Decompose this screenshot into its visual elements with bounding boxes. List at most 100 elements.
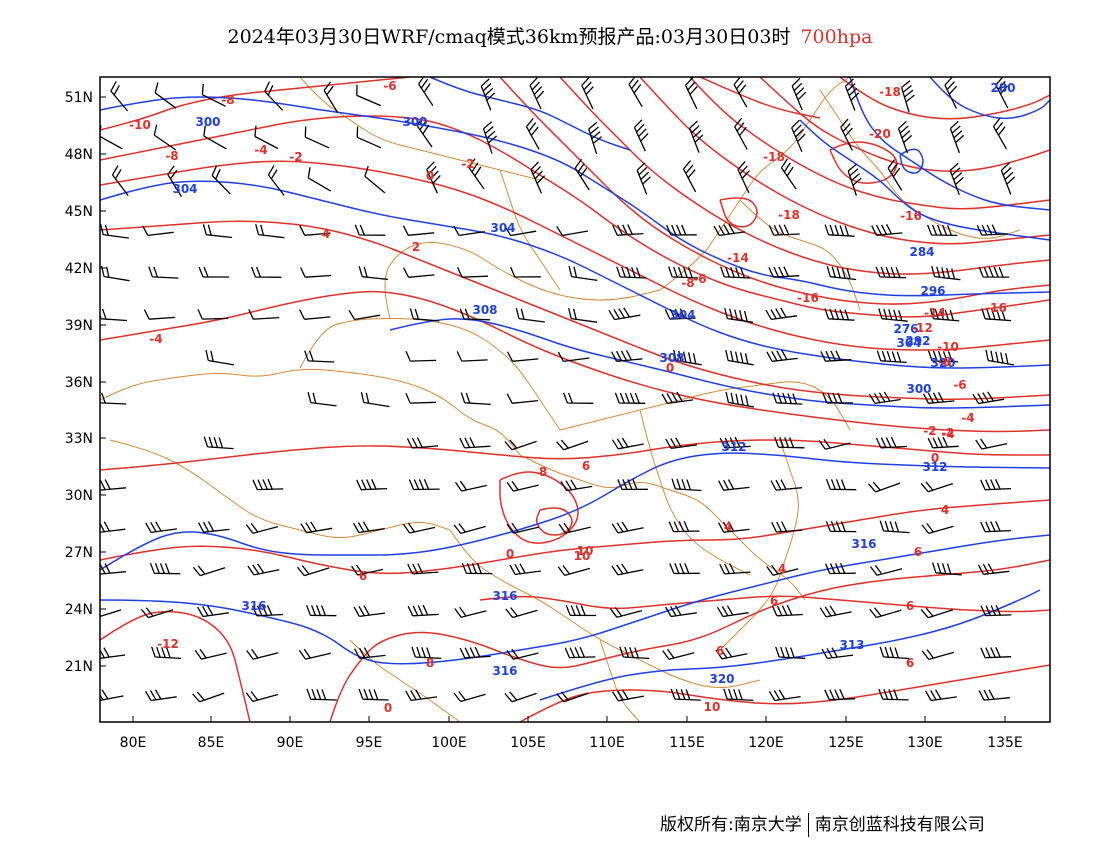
wind-barb bbox=[482, 121, 498, 154]
wind-barb bbox=[143, 309, 176, 320]
temperature-contour-label: -6 bbox=[693, 272, 706, 286]
wind-barb bbox=[509, 563, 542, 576]
wind-barb bbox=[869, 565, 903, 576]
temperature-contour-label: -4 bbox=[254, 143, 267, 157]
wind-barb bbox=[616, 266, 647, 279]
wind-barb bbox=[878, 688, 909, 701]
wind-barb bbox=[568, 307, 598, 323]
wind-barb bbox=[453, 225, 485, 237]
wind-barb bbox=[456, 351, 488, 362]
wind-barb bbox=[619, 646, 650, 660]
wind-barb bbox=[530, 161, 546, 194]
wind-barb bbox=[611, 563, 644, 576]
wind-barb bbox=[562, 392, 594, 404]
height-contour-label: 284 bbox=[909, 245, 934, 259]
temperature-contour-label: 6 bbox=[359, 569, 367, 583]
temperature-contour-label: -4 bbox=[941, 427, 954, 441]
wind-barb bbox=[975, 438, 1008, 450]
wind-barb bbox=[454, 480, 488, 492]
wind-barb bbox=[556, 691, 589, 703]
wind-barb bbox=[771, 604, 803, 617]
boundary-line bbox=[349, 639, 461, 722]
wind-barb bbox=[307, 167, 332, 192]
wind-barb bbox=[977, 563, 1010, 575]
height-contour-label: 320 bbox=[709, 672, 734, 686]
temperature-contour bbox=[100, 160, 1050, 351]
wind-barb bbox=[887, 159, 903, 191]
temperature-contour-label: 8 bbox=[426, 656, 434, 670]
height-contour-label: 300 bbox=[906, 382, 931, 396]
wind-barb bbox=[402, 225, 435, 236]
wind-barb bbox=[612, 224, 644, 236]
wind-barb bbox=[100, 689, 124, 702]
lon-tick-label: 80E bbox=[120, 735, 147, 751]
lat-tick-label: 45N bbox=[65, 204, 93, 220]
wind-barb bbox=[306, 688, 337, 701]
height-contour-label: 313 bbox=[839, 638, 864, 652]
wind-barb bbox=[515, 308, 545, 323]
wind-barb bbox=[774, 436, 805, 449]
wind-barb bbox=[557, 351, 590, 363]
wind-barb bbox=[148, 266, 179, 279]
wind-barb bbox=[110, 81, 129, 112]
wind-barb bbox=[588, 121, 603, 155]
temperature-contour-label: 10 bbox=[577, 544, 594, 558]
wind-barb bbox=[876, 350, 907, 364]
wind-barb bbox=[995, 77, 1009, 109]
temperature-contour-label: -8 bbox=[681, 276, 694, 290]
lat-tick-label: 33N bbox=[65, 431, 93, 447]
wind-barb bbox=[480, 78, 496, 111]
wind-barb bbox=[725, 349, 754, 366]
wind-barb bbox=[407, 563, 439, 575]
wind-barb bbox=[468, 158, 485, 190]
wind-barb bbox=[765, 307, 798, 321]
wind-barb bbox=[768, 224, 800, 236]
wind-barb bbox=[454, 606, 487, 618]
wind-barb bbox=[300, 521, 333, 534]
height-contour bbox=[100, 96, 1050, 297]
lon-tick-label: 130E bbox=[907, 735, 943, 751]
boundary-line bbox=[739, 199, 861, 311]
wind-barb bbox=[405, 689, 437, 702]
wind-barb bbox=[719, 436, 751, 449]
wind-barb bbox=[100, 308, 127, 322]
wind-barb bbox=[245, 691, 279, 703]
temperature-contour-label: -10 bbox=[129, 118, 151, 132]
temperature-contour-label: 6 bbox=[716, 644, 724, 658]
wind-barb bbox=[869, 607, 902, 619]
wind-barb bbox=[612, 689, 645, 702]
wind-barb bbox=[461, 563, 493, 575]
wind-barb bbox=[920, 607, 954, 619]
height-contour bbox=[799, 119, 1050, 241]
temperature-contour-label: 6 bbox=[770, 594, 778, 608]
wind-barb bbox=[737, 161, 750, 194]
wind-barb bbox=[506, 393, 539, 404]
wind-barb bbox=[151, 646, 182, 660]
wind-barb bbox=[299, 309, 331, 320]
wind-barb bbox=[505, 607, 538, 619]
wind-barb bbox=[879, 520, 910, 534]
wind-barb bbox=[926, 224, 958, 237]
wind-barb bbox=[668, 521, 700, 533]
wind-barb bbox=[411, 646, 442, 660]
wind-barb bbox=[459, 646, 491, 659]
wind-barb bbox=[248, 309, 280, 320]
temperature-contour-label: 6 bbox=[906, 656, 914, 670]
wind-barb bbox=[668, 266, 699, 279]
temperature-contour-label: 4 bbox=[941, 503, 949, 517]
wind-barb bbox=[980, 647, 1012, 659]
wind-barb bbox=[298, 648, 331, 660]
wind-barb bbox=[558, 522, 591, 534]
height-contour-label: 280 bbox=[990, 81, 1015, 95]
temperature-contour-label: -16 bbox=[797, 291, 819, 305]
lat-tick-label: 21N bbox=[65, 659, 93, 675]
wind-barb bbox=[972, 391, 1005, 405]
temperature-contour-label: -8 bbox=[221, 93, 234, 107]
wind-barb bbox=[145, 521, 177, 534]
temperature-contour bbox=[100, 499, 1050, 575]
temperature-contour bbox=[329, 559, 1050, 722]
height-contour-label: 304 bbox=[896, 336, 921, 350]
wind-barb bbox=[356, 479, 388, 491]
wind-barb bbox=[506, 480, 539, 492]
temperature-contour-label: -18 bbox=[879, 85, 901, 99]
